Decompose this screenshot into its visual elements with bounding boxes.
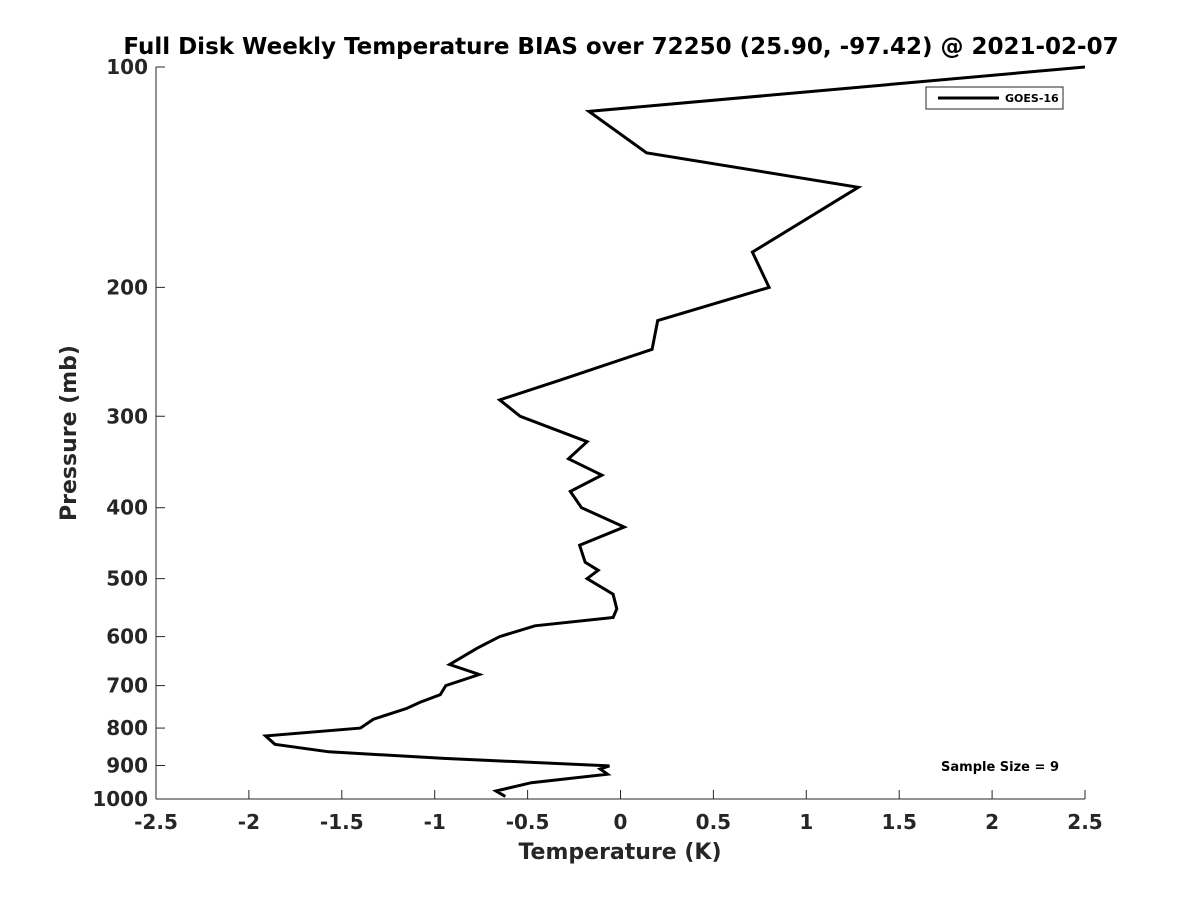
x-tick-label: -1.5 — [320, 810, 364, 834]
y-axis-title: Pressure (mb) — [57, 345, 82, 521]
y-axis-ticks: 100 200 300 400 500 600 700 800 900 1000 — [92, 55, 165, 811]
x-tick-label: 2 — [985, 810, 999, 834]
x-axis-ticks: -2.5 -2 -1.5 -1 -0.5 0 0.5 1 1.5 2 2.5 — [134, 790, 1103, 834]
y-tick-label: 100 — [106, 55, 148, 79]
y-tick-label: 900 — [106, 754, 148, 778]
y-tick-label: 200 — [106, 275, 148, 299]
sample-size-annotation: Sample Size = 9 — [941, 760, 1059, 775]
y-tick-label: 500 — [106, 567, 148, 591]
legend-label-goes-16: GOES-16 — [1005, 92, 1059, 105]
x-tick-label: 2.5 — [1067, 810, 1102, 834]
x-tick-label: 1.5 — [881, 810, 916, 834]
chart-title: Full Disk Weekly Temperature BIAS over 7… — [123, 34, 1118, 60]
y-tick-label: 1000 — [92, 787, 148, 811]
x-tick-label: 0.5 — [696, 810, 731, 834]
x-tick-label: -1 — [424, 810, 446, 834]
legend: GOES-16 — [925, 86, 1064, 110]
y-tick-label: 700 — [106, 674, 148, 698]
x-tick-label: 1 — [799, 810, 813, 834]
series-layer — [262, 65, 1086, 798]
series-line-goes-16 — [262, 65, 1086, 798]
x-tick-label: -2 — [238, 810, 260, 834]
plot-area — [156, 67, 1085, 799]
x-axis-title: Temperature (K) — [518, 840, 721, 865]
y-tick-label: 600 — [106, 625, 148, 649]
y-tick-label: 400 — [106, 496, 148, 520]
y-tick-label: 300 — [106, 404, 148, 428]
x-tick-label: -2.5 — [134, 810, 178, 834]
x-tick-label: -0.5 — [506, 810, 550, 834]
x-tick-label: 0 — [614, 810, 628, 834]
y-tick-label: 800 — [106, 716, 148, 740]
